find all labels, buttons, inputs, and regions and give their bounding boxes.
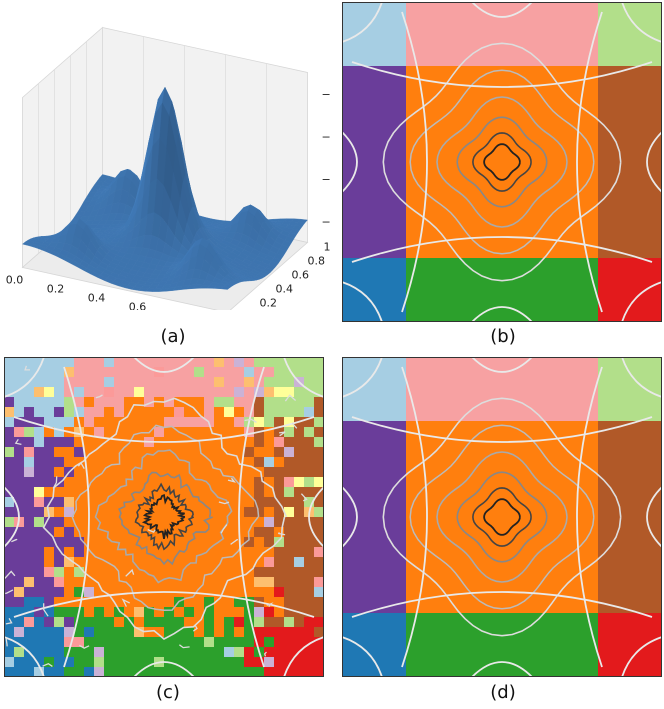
caption-c: (c)	[156, 682, 180, 703]
region-map-c	[4, 357, 324, 677]
contour-lines	[342, 2, 662, 322]
y-tick-label: 0.2	[260, 297, 278, 310]
plot-frame	[342, 2, 662, 322]
caption-a: (a)	[160, 326, 186, 347]
plot-frame	[4, 357, 324, 677]
region-cells	[342, 357, 662, 677]
z-tick-label: −4	[322, 215, 331, 228]
x-tick-label: 0.4	[88, 292, 106, 305]
x-tick-label: 0.0	[6, 274, 24, 287]
z-tick-label: −3	[322, 173, 331, 186]
axis-ticks: 0.00.20.40.60.81.00.00.20.40.60.81.0−1−2…	[6, 88, 330, 310]
y-tick-label: 1.0	[324, 241, 331, 254]
z-tick-label: −1	[322, 88, 331, 101]
y-tick-label: 0.6	[292, 269, 310, 282]
plot-frame	[342, 357, 662, 677]
region-map-d	[342, 357, 662, 677]
contour-lines	[4, 357, 324, 677]
region-cells	[4, 357, 324, 677]
caption-d: (d)	[490, 682, 516, 703]
y-tick-label: 0.4	[276, 283, 294, 296]
x-tick-label: 0.6	[129, 301, 147, 311]
x-tick-label: 0.8	[170, 310, 188, 311]
y-tick-label: 0.8	[308, 255, 326, 268]
region-map-b	[342, 2, 662, 322]
surface-mesh	[22, 86, 308, 292]
z-tick-label: −2	[322, 130, 331, 143]
region-cells	[342, 2, 662, 322]
x-tick-label: 0.2	[47, 283, 65, 296]
caption-b: (b)	[490, 326, 516, 347]
contour-lines	[342, 357, 662, 677]
surface-plot: 0.00.20.40.60.81.00.00.20.40.60.81.0−1−2…	[6, 26, 330, 310]
